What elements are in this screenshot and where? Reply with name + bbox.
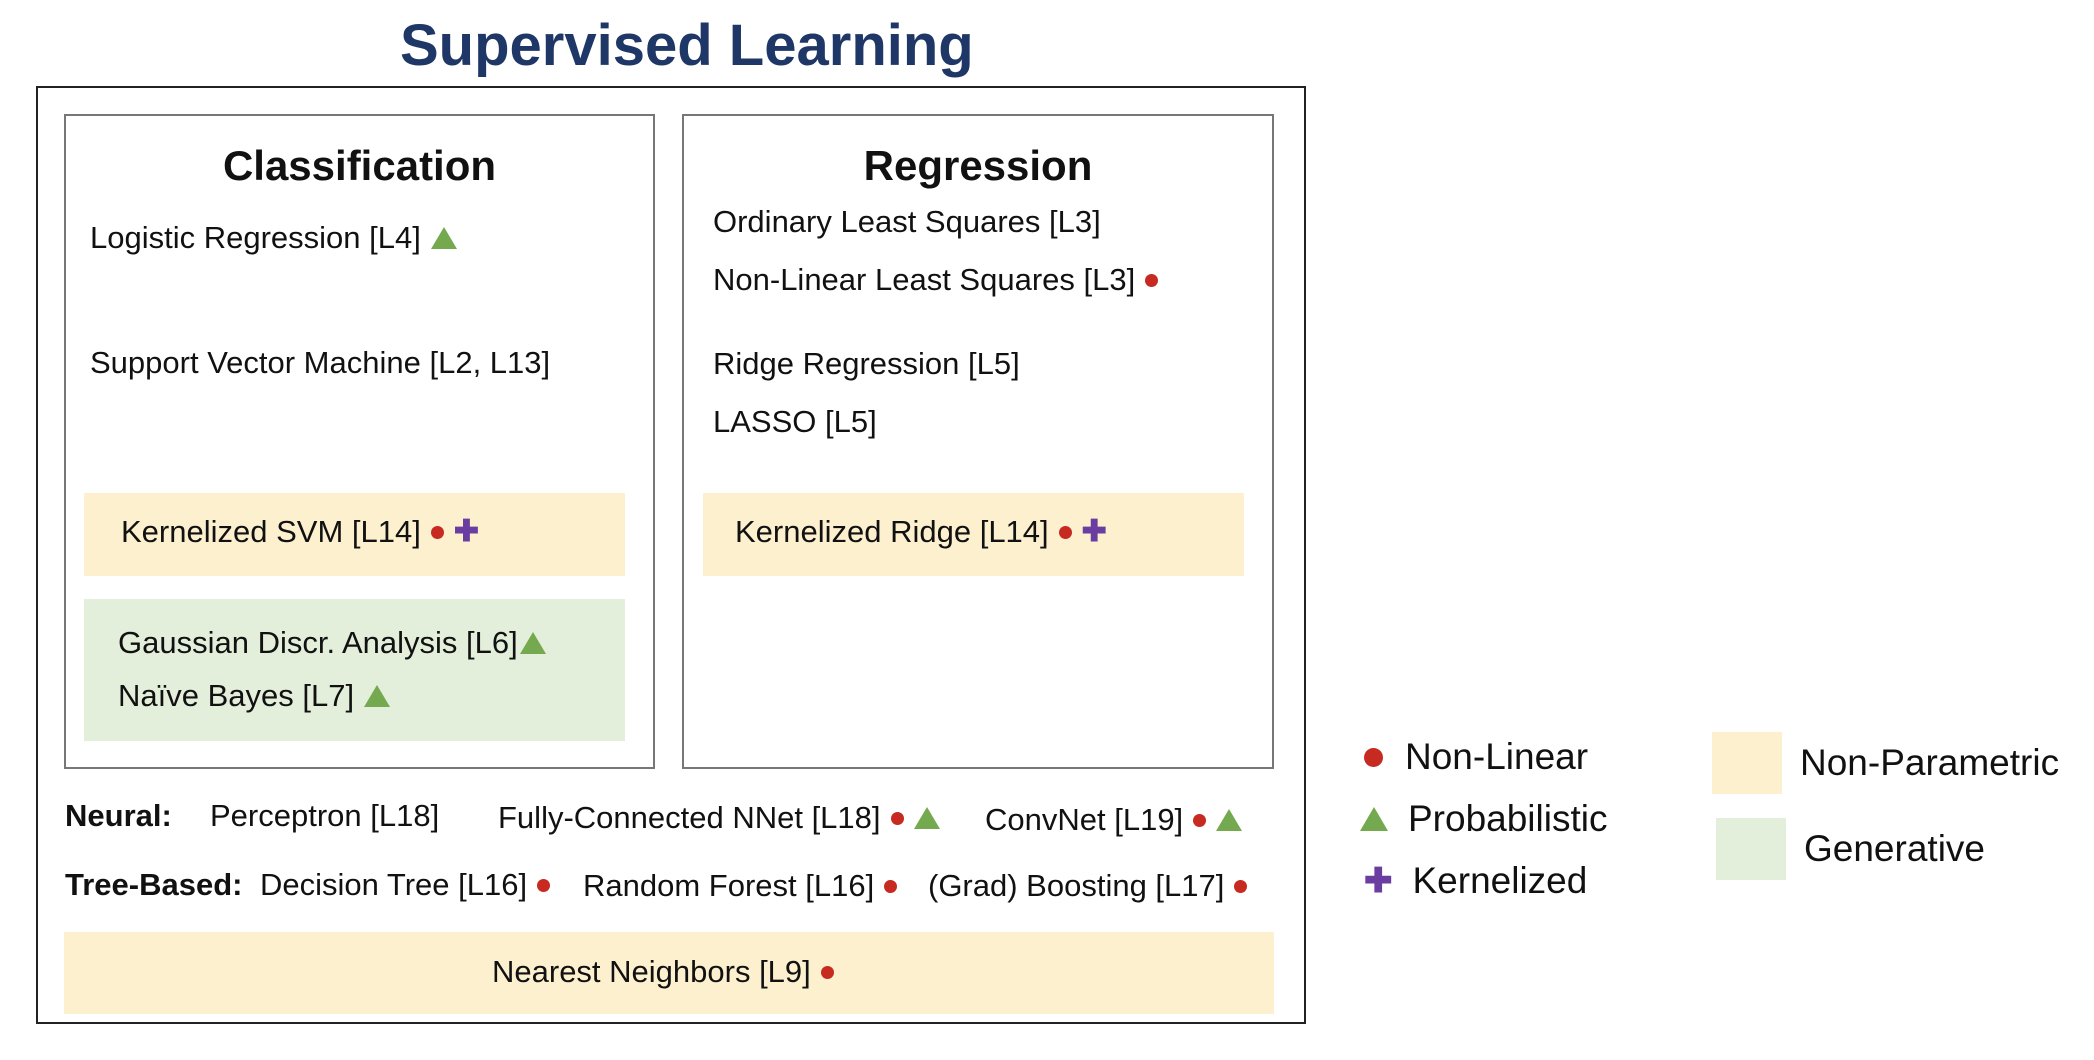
decision-tree-item: Decision Tree [L16] [260, 867, 551, 903]
legend-generative-label: Generative [1804, 828, 1985, 869]
diagram-title: Supervised Learning [400, 13, 974, 78]
regression-title: Regression [863, 142, 1093, 189]
boosting-label: (Grad) Boosting [L17] [928, 868, 1225, 903]
logistic-regression-label: Logistic Regression [L4] [90, 220, 421, 255]
ols-item: Ordinary Least Squares [L3] [713, 204, 1101, 240]
non-linear-icon [1058, 525, 1072, 539]
fcnn-label: Fully-Connected NNet [L18] [498, 800, 881, 835]
svm-label: Support Vector Machine [L2, L13] [90, 345, 551, 380]
nearest-neighbors-item: Nearest Neighbors [L9] [492, 954, 834, 990]
tree-based-label: Tree-Based: [65, 867, 243, 902]
fcnn-item: Fully-Connected NNet [L18] [498, 800, 940, 836]
kernelized-icon: ✚ [1081, 515, 1107, 548]
kernelized-icon: ✚ [453, 515, 479, 548]
probabilistic-icon [1216, 809, 1243, 831]
legend-probabilistic: Probabilistic [1360, 798, 1607, 840]
ridge-item: Ridge Regression [L5] [713, 346, 1020, 382]
ols-label: Ordinary Least Squares [L3] [713, 204, 1101, 239]
perceptron-label: Perceptron [L18] [210, 798, 440, 833]
decision-tree-label: Decision Tree [L16] [260, 867, 528, 902]
probabilistic-icon [519, 632, 546, 654]
non-linear-icon [820, 965, 834, 979]
random-forest-label: Random Forest [L16] [583, 868, 875, 903]
non-linear-icon [1193, 813, 1207, 827]
kernel-svm-label: Kernelized SVM [L14] [121, 514, 421, 549]
probabilistic-icon [364, 685, 391, 707]
lasso-label: LASSO [L5] [713, 404, 877, 439]
legend-non-linear-label: Non-Linear [1405, 736, 1589, 777]
purple-plus-icon: ✚ [1364, 862, 1393, 900]
gda-label: Gaussian Discr. Analysis [L6] [118, 625, 518, 660]
legend-non-parametric-label: Non-Parametric [1800, 742, 2060, 783]
generative-swatch [1716, 818, 1786, 880]
nearest-neighbors-label: Nearest Neighbors [L9] [492, 954, 811, 989]
convnet-item: ConvNet [L19] [985, 802, 1243, 838]
non-linear-icon [1234, 879, 1248, 893]
kernel-svm-item: Kernelized SVM [L14] ✚ [121, 514, 479, 550]
legend-non-linear: Non-Linear [1364, 736, 1588, 778]
classification-title: Classification [222, 142, 497, 189]
non-linear-icon [1145, 273, 1159, 287]
random-forest-item: Random Forest [L16] [583, 868, 898, 904]
green-triangle-icon [1360, 807, 1388, 831]
naive-bayes-label: Naïve Bayes [L7] [118, 678, 355, 713]
legend-kernelized-label: Kernelized [1412, 860, 1588, 901]
regression-panel: Regression [682, 114, 1274, 769]
non-linear-icon [537, 878, 551, 892]
neural-label: Neural: [65, 798, 172, 833]
legend-probabilistic-label: Probabilistic [1408, 798, 1608, 839]
ridge-label: Ridge Regression [L5] [713, 346, 1020, 381]
non-linear-icon [890, 811, 904, 825]
legend-kernelized: ✚ Kernelized [1364, 860, 1587, 902]
boosting-item: (Grad) Boosting [L17] [928, 868, 1248, 904]
generative-box [84, 599, 625, 741]
nlls-label: Non-Linear Least Squares [L3] [713, 262, 1136, 297]
nlls-item: Non-Linear Least Squares [L3] [713, 262, 1159, 298]
kernel-ridge-label: Kernelized Ridge [L14] [735, 514, 1049, 549]
lasso-item: LASSO [L5] [713, 404, 877, 440]
perceptron-item: Perceptron [L18] [210, 798, 439, 834]
kernel-ridge-box [703, 493, 1244, 576]
convnet-label: ConvNet [L19] [985, 802, 1184, 837]
supervised-learning-frame [36, 86, 1306, 1024]
non-parametric-swatch [1712, 732, 1782, 794]
non-linear-icon [884, 879, 898, 893]
nearest-neighbors-box [64, 932, 1274, 1014]
non-linear-icon [430, 525, 444, 539]
red-dot-icon [1364, 747, 1383, 767]
probabilistic-icon [913, 807, 940, 829]
naive-bayes-item: Naïve Bayes [L7] [118, 678, 391, 714]
probabilistic-icon [430, 227, 457, 249]
kernel-ridge-item: Kernelized Ridge [L14] ✚ [735, 514, 1107, 550]
logistic-regression-item: Logistic Regression [L4] [90, 220, 457, 256]
kernel-svm-box [84, 493, 625, 576]
svm-item: Support Vector Machine [L2, L13] [90, 345, 550, 381]
gda-item: Gaussian Discr. Analysis [L6] [118, 625, 546, 661]
